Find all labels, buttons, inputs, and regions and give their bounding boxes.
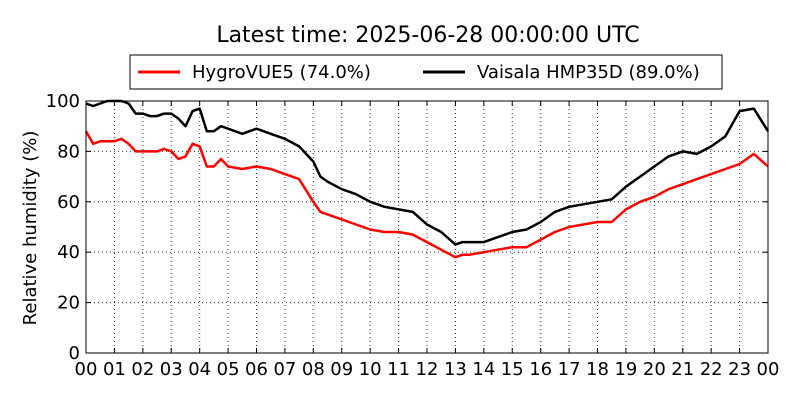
- x-tick-label: 16: [529, 359, 552, 380]
- x-tick-label: 22: [700, 359, 723, 380]
- x-tick-label: 10: [359, 359, 382, 380]
- x-tick-label: 13: [444, 359, 467, 380]
- x-tick-label: 04: [188, 359, 211, 380]
- x-axis-ticks: 00 01 02 03 04 05 06 07 08 09 10 11 12 13 14 15 16 17 18 19…: [75, 101, 780, 380]
- x-tick-label: 17: [558, 359, 581, 380]
- y-tick-label: 80: [57, 141, 80, 162]
- x-tick-label: 14: [472, 359, 495, 380]
- y-tick-label: 40: [57, 242, 80, 263]
- y-axis-label: Relative humidity (%): [20, 131, 41, 326]
- x-tick-label: 01: [103, 359, 126, 380]
- x-tick-label: 19: [614, 359, 637, 380]
- x-tick-label: 15: [501, 359, 524, 380]
- x-tick-label: 05: [217, 359, 240, 380]
- y-tick-label: 20: [57, 293, 80, 314]
- y-tick-label: 100: [46, 91, 80, 112]
- y-tick-label: 0: [69, 343, 80, 364]
- x-tick-label: 21: [671, 359, 694, 380]
- x-tick-label: 09: [330, 359, 353, 380]
- grid-lines: [86, 101, 768, 353]
- x-tick-label: 11: [387, 359, 410, 380]
- x-tick-label: 02: [131, 359, 154, 380]
- legend-label-vaisala: Vaisala HMP35D (89.0%): [477, 62, 700, 83]
- x-tick-label: 07: [273, 359, 296, 380]
- x-tick-label: 18: [586, 359, 609, 380]
- x-tick-label: 00: [75, 359, 98, 380]
- x-tick-label: 00: [757, 359, 780, 380]
- y-tick-label: 60: [57, 192, 80, 213]
- x-tick-label: 20: [643, 359, 666, 380]
- x-tick-label: 23: [728, 359, 751, 380]
- series-line-vaisala: [85, 99, 770, 246]
- series-line-hygrovue: [84, 130, 769, 259]
- legend-label-hygrovue: HygroVUE5 (74.0%): [192, 62, 371, 83]
- x-tick-label: 06: [245, 359, 268, 380]
- series-layer: [84, 99, 770, 259]
- x-tick-label: 03: [160, 359, 183, 380]
- plot-frame: [85, 100, 769, 354]
- chart-title: Latest time: 2025-06-28 00:00:00 UTC: [216, 23, 639, 48]
- x-tick-label: 12: [416, 359, 439, 380]
- legend: HygroVUE5 (74.0%) Vaisala HMP35D (89.0%): [129, 54, 723, 90]
- y-axis-ticks: 0 20 40 60 80 100: [46, 91, 768, 364]
- x-tick-label: 08: [302, 359, 325, 380]
